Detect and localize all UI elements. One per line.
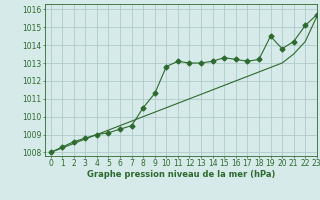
X-axis label: Graphe pression niveau de la mer (hPa): Graphe pression niveau de la mer (hPa) xyxy=(87,170,275,179)
